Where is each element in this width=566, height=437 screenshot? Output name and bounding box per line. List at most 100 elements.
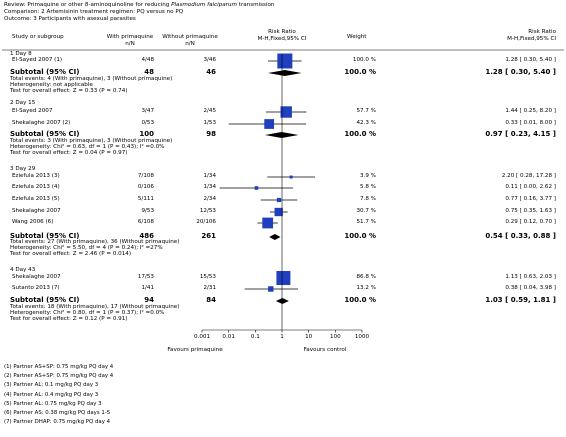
subtotal-ci-text: 1.03 [ 0.59, 1.81 ] xyxy=(485,296,556,304)
study-weight: 3.9 % xyxy=(360,173,376,179)
subtotal-treat: 486 xyxy=(139,232,154,240)
outcome-line: Outcome: 3 Participants with asexual par… xyxy=(4,16,136,23)
review-line: Review: Primaquine or other 8-aminoquino… xyxy=(4,2,275,9)
study-name: Shekalaghe 2007 (2) xyxy=(12,120,71,126)
study-effect-square xyxy=(289,175,293,179)
study-weight: 42.3 % xyxy=(356,120,376,126)
study-ci-text: 0.33 [ 0.01, 8.00 ] xyxy=(505,120,556,126)
subgroup-note: Heterogeneity: not applicable xyxy=(10,82,93,88)
comparison-text: 2 Artemisinin treatment regimen: PQ vers… xyxy=(41,9,184,15)
col-rr-plot-sub: M-H,Fixed,95% CI xyxy=(257,36,307,42)
subtotal-treat: 100 xyxy=(139,130,154,138)
study-ci-text: 0.29 [ 0.12, 0.70 ] xyxy=(505,219,556,225)
subtotal-control: 84 xyxy=(206,296,216,304)
study-name: El-Sayed 2007 (1) xyxy=(12,57,63,63)
study-weight: 13.2 % xyxy=(356,285,376,291)
study-name: Wang 2006 (6) xyxy=(12,219,54,225)
study-treat-events: 0/106 xyxy=(137,184,154,190)
x-tick-label: 1000 xyxy=(354,334,370,340)
study-ci-text: 0.11 [ 0.00, 2.62 ] xyxy=(505,184,556,190)
comparison-line: Comparison: 2 Artemisinin treatment regi… xyxy=(4,9,184,16)
subtotal-control: 261 xyxy=(201,232,216,240)
comparison-prefix: Comparison: xyxy=(4,9,40,15)
footnote: (3) Partner AL: 0.1 mg/kg PQ day 3 xyxy=(4,382,99,389)
favours-left-label: Favours primaquine xyxy=(167,347,223,353)
subgroup-title: 2 Day 15 xyxy=(10,100,36,106)
study-ci-text: 1.44 [ 0.25, 8.20 ] xyxy=(505,108,556,114)
col-without-pq: Without primaquine xyxy=(162,34,218,40)
subtotal-treat: 48 xyxy=(144,68,154,76)
subtotal-weight: 100.0 % xyxy=(344,130,376,138)
study-ci-text: 1.13 [ 0.63, 2.03 ] xyxy=(505,274,556,280)
study-name: Eziefula 2013 (5) xyxy=(12,196,60,202)
footnote: (5) Partner AL: 0.75 mg/kg PQ day 3 xyxy=(4,400,102,407)
study-weight: 5.8 % xyxy=(360,184,376,190)
study-ci-text: 0.38 [ 0.04, 3.98 ] xyxy=(505,285,556,291)
study-ci-text: 0.75 [ 0.35, 1.63 ] xyxy=(505,208,556,214)
x-tick-label: 0.001 xyxy=(193,334,210,340)
study-treat-events: 0/53 xyxy=(141,120,154,126)
col-rr-text: Risk Ratio xyxy=(528,29,556,35)
subtotal-label: Subtotal (95% CI) xyxy=(10,296,80,304)
study-control-events: 1/53 xyxy=(203,120,216,126)
subtotal-control: 46 xyxy=(206,68,216,76)
study-weight: 51.7 % xyxy=(356,219,376,225)
study-ci-text: 2.20 [ 0.28, 17.28 ] xyxy=(501,173,556,179)
study-treat-events: 3/47 xyxy=(141,108,154,114)
review-text: Primaquine or other 8-aminoquinoline for… xyxy=(27,2,172,8)
footnote: (1) Partner AS+SP: 0.75 mg/kg PQ day 4 xyxy=(4,364,114,370)
study-treat-events: 6/108 xyxy=(137,219,154,225)
subgroup-note: Total events: 18 (With primaquine), 17 (… xyxy=(10,304,180,310)
study-weight: 86.8 % xyxy=(356,274,376,280)
study-control-events: 1/34 xyxy=(203,173,216,179)
study-effect-square xyxy=(264,119,275,129)
study-control-events: 2/31 xyxy=(203,285,216,291)
subgroup-note: Total events: 3 (With primaquine), 3 (Wi… xyxy=(10,138,173,144)
review-prefix: Review: xyxy=(4,2,26,8)
col-without-pq-sub: n/N xyxy=(185,41,195,47)
study-effect-square xyxy=(268,286,274,292)
study-effect-square xyxy=(280,106,292,118)
study-name: Eziefula 2013 (3) xyxy=(12,173,60,179)
subtotal-ci-text: 1.28 [ 0.30, 5.40 ] xyxy=(485,68,556,76)
subgroup-title: 1 Day 8 xyxy=(10,51,32,57)
x-tick-label: 0.01 xyxy=(222,334,235,340)
study-control-events: 2/34 xyxy=(203,196,216,202)
study-effect-square xyxy=(262,217,274,229)
study-treat-events: 4/48 xyxy=(141,57,154,63)
study-effect-square xyxy=(276,197,282,203)
subtotal-label: Subtotal (95% CI) xyxy=(10,232,80,240)
study-control-events: 1/34 xyxy=(203,184,216,190)
col-study: Study or subgroup xyxy=(12,34,64,40)
subgroup-note: Heterogeneity: Chi² = 0.80, df = 1 (P = … xyxy=(10,310,165,316)
study-treat-events: 17/53 xyxy=(137,274,154,280)
subtotal-control: 98 xyxy=(206,130,216,138)
study-treat-events: 1/41 xyxy=(141,285,154,291)
subgroup-note: Test for overall effect: Z = 0.04 (P = 0… xyxy=(10,150,128,156)
x-tick-label: 0.1 xyxy=(250,334,260,340)
subgroup-title: 3 Day 29 xyxy=(10,166,36,172)
subtotal-weight: 100.0 % xyxy=(344,296,376,304)
study-weight: 7.8 % xyxy=(360,196,376,202)
study-ci-text: 1.28 [ 0.30, 5.40 ] xyxy=(505,57,556,63)
footnote: (4) Partner AL: 0.4 mg/kg PQ day 3 xyxy=(4,391,99,398)
subgroup-note: Total events: 4 (With primaquine), 3 (Wi… xyxy=(10,76,173,82)
col-weight: Weight xyxy=(347,34,367,40)
study-effect-square xyxy=(277,53,293,69)
study-treat-events: 9/53 xyxy=(141,208,154,214)
favours-right-label: Favours control xyxy=(303,347,347,353)
study-control-events: 2/45 xyxy=(203,108,216,114)
subgroup-note: Test for overall effect: Z = 0.33 (P = 0… xyxy=(10,88,128,94)
subgroup-note: Heterogeneity: Chi² = 0.63, df = 1 (P = … xyxy=(10,144,165,150)
col-with-pq-sub: n/N xyxy=(125,41,135,47)
subgroup-note: Heterogeneity: Chi² = 5.50, df = 4 (P = … xyxy=(10,245,163,251)
review-suffix: transmission xyxy=(236,2,275,8)
study-weight: 30.7 % xyxy=(356,208,376,214)
x-tick-label: 1 xyxy=(280,334,284,340)
col-rr-text-sub: M-H,Fixed,95% CI xyxy=(507,36,556,42)
subtotal-ci-text: 0.97 [ 0.23, 4.15 ] xyxy=(485,130,556,138)
study-name: Sutanto 2013 (7) xyxy=(12,285,60,291)
col-with-pq: With primaquine xyxy=(106,34,154,40)
study-name: El-Sayed 2007 xyxy=(12,108,53,114)
